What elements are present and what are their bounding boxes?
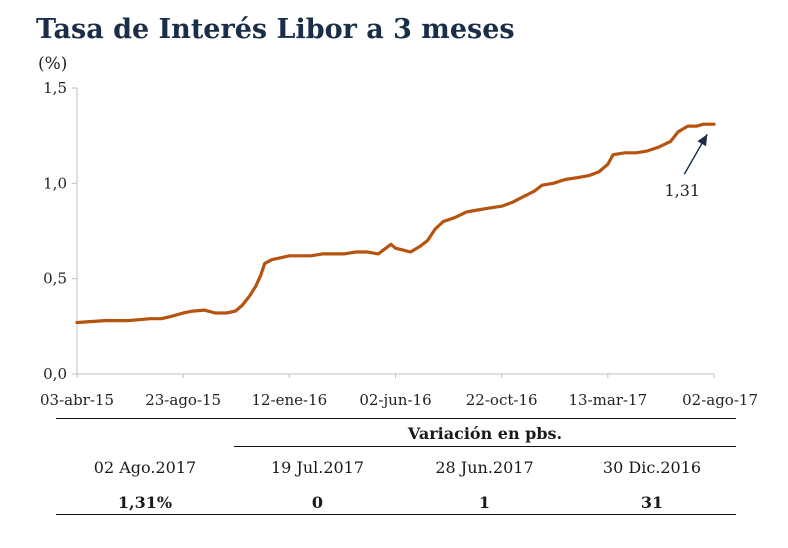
y-axis-ticks: 0,0 0,5 1,0 1,5 xyxy=(43,79,77,383)
x-tick-label: 13-mar-17 xyxy=(569,391,648,409)
table-group-rule xyxy=(234,446,736,447)
x-tick-label: 02-ago-17 xyxy=(682,391,758,409)
line-chart: 0,0 0,5 1,0 1,5 03-abr-15 23-ago-15 12-ene-16… xyxy=(40,79,758,409)
table-col-header: 30 Dic.2016 xyxy=(602,458,702,477)
x-axis-ticks: 03-abr-15 23-ago-15 12-ene-16 02-jun-16 22-o… xyxy=(40,374,758,409)
table-col-header: 19 Jul.2017 xyxy=(270,458,365,477)
table-col-header: 02 Ago.2017 xyxy=(93,458,197,477)
table-value-cell: 0 xyxy=(311,493,324,512)
y-tick-label: 0,5 xyxy=(43,270,67,288)
x-tick-label: 12-ene-16 xyxy=(251,391,327,409)
x-tick-label: 03-abr-15 xyxy=(40,391,114,409)
table-value-cell: 1 xyxy=(478,493,491,512)
annotation-arrow-head xyxy=(697,134,708,147)
x-tick-label: 23-ago-15 xyxy=(145,391,221,409)
table-group-header: Variación en pbs. xyxy=(407,424,563,443)
annotation-label: 1,31 xyxy=(664,181,700,200)
table-value-cell: 31 xyxy=(640,493,664,512)
y-tick-label: 0,0 xyxy=(43,365,67,383)
table-top-rule xyxy=(56,418,736,419)
annotation-last-value: 1,31 xyxy=(664,133,708,200)
variation-table: Variación en pbs. 02 Ago.2017 19 Jul.201… xyxy=(56,418,736,522)
y-axis-unit-label: (%) xyxy=(38,54,68,74)
chart-title: Tasa de Interés Libor a 3 meses xyxy=(36,14,515,45)
table-col-header: 28 Jun.2017 xyxy=(435,458,534,477)
y-tick-label: 1,0 xyxy=(43,174,67,192)
table-value-cell: 1,31% xyxy=(117,493,173,512)
x-tick-label: 02-jun-16 xyxy=(359,391,431,409)
y-tick-label: 1,5 xyxy=(43,79,67,97)
series-line-libor xyxy=(75,122,716,325)
table-bottom-rule xyxy=(56,514,736,515)
x-tick-label: 22-oct-16 xyxy=(466,391,538,409)
